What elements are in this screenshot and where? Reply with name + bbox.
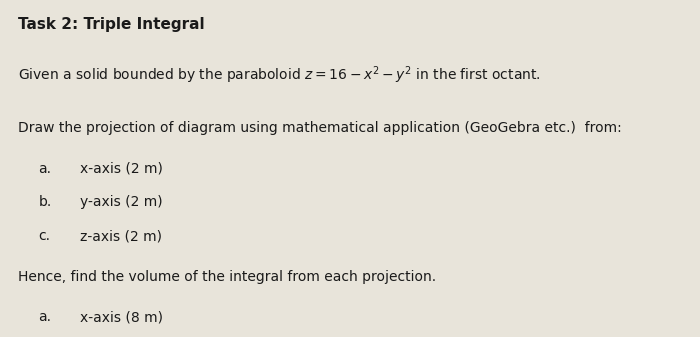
Text: Task 2: Triple Integral: Task 2: Triple Integral xyxy=(18,17,204,32)
Text: c.: c. xyxy=(38,229,50,243)
Text: a.: a. xyxy=(38,310,52,324)
Text: y-axis (2 m): y-axis (2 m) xyxy=(80,195,163,210)
Text: a.: a. xyxy=(38,162,52,176)
Text: z-axis (2 m): z-axis (2 m) xyxy=(80,229,162,243)
Text: b.: b. xyxy=(38,195,52,210)
Text: Draw the projection of diagram using mathematical application (GeoGebra etc.)  f: Draw the projection of diagram using mat… xyxy=(18,121,622,135)
Text: Hence, find the volume of the integral from each projection.: Hence, find the volume of the integral f… xyxy=(18,270,435,284)
Text: Given a solid bounded by the paraboloid $z = 16 - x^2 - y^2$ in the first octant: Given a solid bounded by the paraboloid … xyxy=(18,64,540,86)
Text: x-axis (8 m): x-axis (8 m) xyxy=(80,310,164,324)
Text: x-axis (2 m): x-axis (2 m) xyxy=(80,162,163,176)
